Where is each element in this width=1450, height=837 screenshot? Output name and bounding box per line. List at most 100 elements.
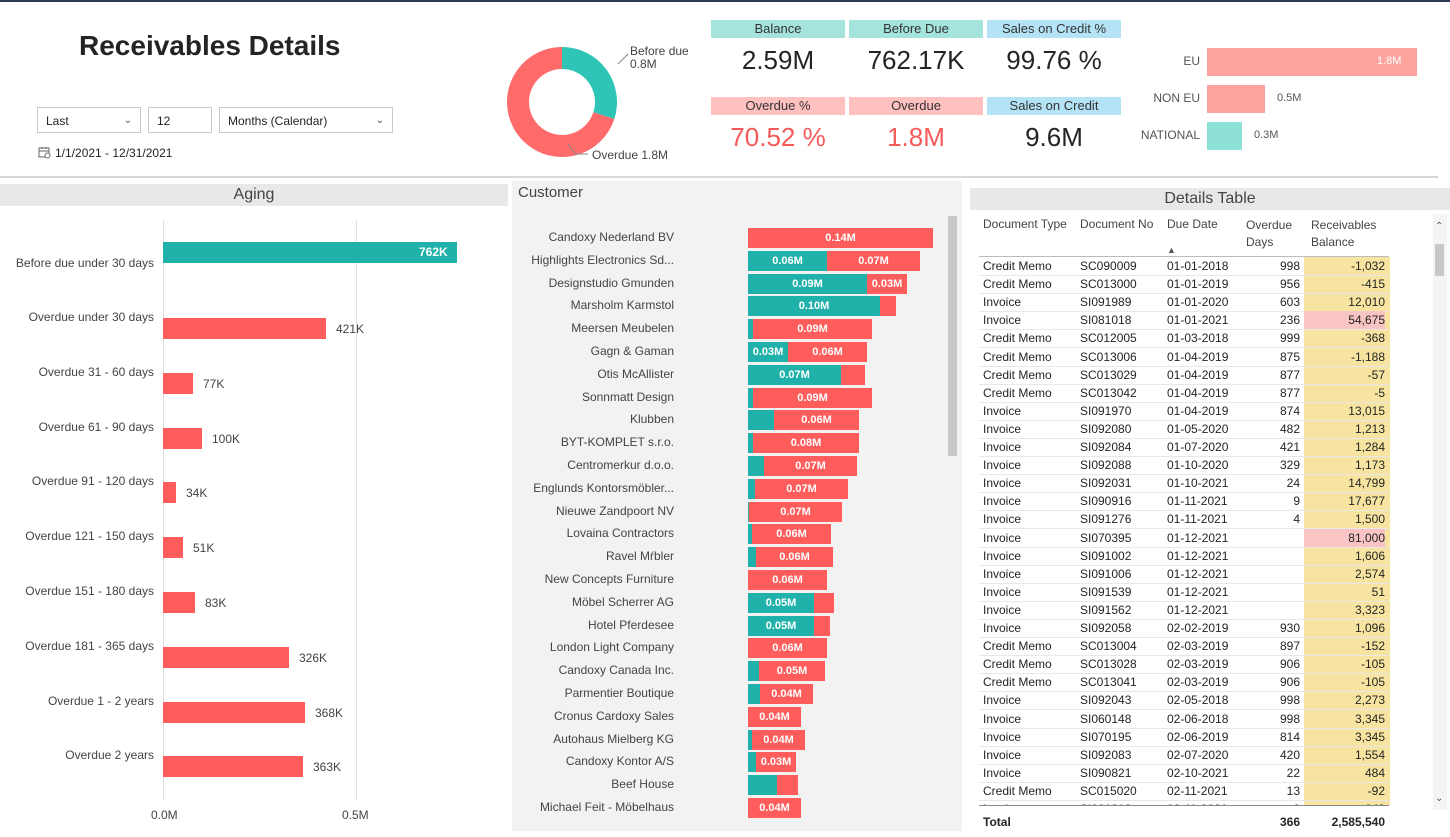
col-header-balance[interactable]: Receivables Balance: [1311, 217, 1376, 251]
customer-before-due-bar[interactable]: [748, 478, 755, 499]
customer-overdue-bar[interactable]: 0.06M: [748, 570, 827, 590]
customer-before-due-bar[interactable]: 0.05M: [748, 592, 814, 613]
customer-overdue-bar[interactable]: [814, 615, 830, 636]
table-row[interactable]: Invoice SI092083 02-07-2020 420 1,554: [979, 746, 1389, 765]
customer-overdue-bar[interactable]: [814, 592, 834, 613]
customer-overdue-bar[interactable]: 0.09M: [753, 387, 872, 408]
customer-overdue-bar[interactable]: 0.04M: [760, 684, 813, 704]
customer-before-due-bar[interactable]: [748, 729, 752, 750]
customer-before-due-bar[interactable]: 0.09M: [748, 273, 867, 294]
table-row[interactable]: Credit Memo SC013000 01-01-2019 956 -415: [979, 275, 1389, 295]
table-row[interactable]: Credit Memo SC015020 02-11-2021 13 -92: [979, 782, 1389, 801]
customer-before-due-bar[interactable]: [748, 547, 756, 568]
table-row[interactable]: Invoice SI092043 02-05-2018 998 2,273: [979, 691, 1389, 711]
customer-overdue-bar[interactable]: 0.09M: [753, 319, 872, 340]
region-bar[interactable]: [1207, 122, 1242, 150]
aging-bar[interactable]: [163, 427, 202, 449]
customer-overdue-bar[interactable]: 0.14M: [748, 228, 933, 248]
table-row[interactable]: Invoice SI081018 01-01-2021 236 54,675: [979, 311, 1389, 331]
customer-before-due-bar[interactable]: [748, 319, 753, 340]
customer-overdue-bar[interactable]: [841, 364, 865, 385]
table-row[interactable]: Credit Memo SC013006 01-04-2019 875 -1,188: [979, 348, 1389, 367]
customer-overdue-bar[interactable]: 0.06M: [752, 524, 831, 545]
customer-overdue-bar[interactable]: 0.06M: [756, 547, 833, 568]
aging-bar[interactable]: [163, 646, 289, 668]
customer-before-due-bar[interactable]: [748, 661, 759, 682]
details-scrollbar-thumb[interactable]: [1435, 244, 1444, 276]
customer-overdue-bar[interactable]: 0.06M: [748, 638, 827, 659]
table-row[interactable]: Invoice SI070395 01-12-2021 81,000: [979, 528, 1389, 548]
customer-before-due-bar[interactable]: [748, 524, 752, 545]
aging-bar[interactable]: [163, 372, 193, 394]
customer-before-due-bar[interactable]: [748, 752, 756, 773]
customer-overdue-bar[interactable]: 0.07M: [764, 456, 857, 476]
col-header-overdue-days[interactable]: Overdue Days: [1246, 217, 1292, 251]
table-row[interactable]: Invoice SI060148 02-06-2018 998 3,345: [979, 710, 1389, 729]
aging-bar[interactable]: [163, 537, 183, 559]
table-row[interactable]: Credit Memo SC013028 02-03-2019 906 -105: [979, 655, 1389, 675]
customer-before-due-bar[interactable]: [748, 456, 764, 476]
customer-overdue-bar[interactable]: 0.05M: [759, 661, 825, 682]
customer-overdue-bar[interactable]: 0.07M: [749, 501, 842, 522]
customer-overdue-bar[interactable]: 0.04M: [752, 729, 805, 750]
scroll-up-icon[interactable]: ⌃: [1435, 221, 1444, 232]
col-header-due-date[interactable]: Due Date: [1167, 217, 1218, 231]
period-unit-dropdown[interactable]: Months (Calendar) ⌄: [219, 107, 393, 133]
table-row[interactable]: Invoice SI091539 01-12-2021 51: [979, 583, 1389, 602]
region-bar[interactable]: [1207, 85, 1265, 113]
table-row[interactable]: Credit Memo SC013041 02-03-2019 906 -105: [979, 673, 1389, 693]
customer-overdue-bar[interactable]: [777, 775, 798, 796]
customer-before-due-bar[interactable]: [748, 684, 760, 704]
details-scrollbar-track[interactable]: [1433, 214, 1447, 810]
aging-bar[interactable]: [163, 756, 303, 778]
customer-overdue-bar[interactable]: 0.07M: [755, 478, 848, 499]
customer-overdue-bar[interactable]: 0.06M: [788, 342, 867, 362]
customer-before-due-bar[interactable]: [748, 433, 753, 454]
region-bar[interactable]: [1207, 48, 1417, 76]
customer-before-due-bar[interactable]: 0.05M: [748, 615, 814, 636]
customer-overdue-bar[interactable]: 0.03M: [756, 752, 796, 773]
customer-before-due-bar[interactable]: 0.06M: [748, 250, 827, 271]
table-row[interactable]: Invoice SI092058 02-02-2019 930 1,096: [979, 619, 1389, 638]
customer-overdue-bar[interactable]: 0.07M: [827, 250, 920, 271]
customer-before-due-bar[interactable]: 0.03M: [748, 342, 788, 362]
col-header-doc-type[interactable]: Document Type: [983, 217, 1067, 231]
table-row[interactable]: Credit Memo SC013004 02-03-2019 897 -152: [979, 637, 1389, 657]
period-count-input[interactable]: 12: [148, 107, 212, 133]
table-row[interactable]: Invoice SI091970 01-04-2019 874 13,015: [979, 402, 1389, 421]
customer-scrollbar[interactable]: [948, 216, 957, 456]
aging-bar[interactable]: [163, 318, 326, 339]
customer-before-due-bar[interactable]: 0.10M: [748, 296, 880, 317]
table-row[interactable]: Invoice SI091318 02-11-2021 3 842: [979, 800, 1389, 805]
table-row[interactable]: Invoice SI090821 02-10-2021 22 484: [979, 764, 1389, 783]
table-row[interactable]: Invoice SI092088 01-10-2020 329 1,173: [979, 456, 1389, 476]
table-row[interactable]: Invoice SI092080 01-05-2020 482 1,213: [979, 420, 1389, 439]
table-row[interactable]: Invoice SI091276 01-11-2021 4 1,500: [979, 510, 1389, 530]
table-row[interactable]: Invoice SI090916 01-11-2021 9 17,677: [979, 492, 1389, 512]
aging-bar[interactable]: [163, 482, 176, 504]
table-row[interactable]: Invoice SI091002 01-12-2021 1,606: [979, 547, 1389, 566]
customer-before-due-bar[interactable]: [748, 387, 753, 408]
customer-before-due-bar[interactable]: [748, 501, 749, 522]
table-row[interactable]: Credit Memo SC090009 01-01-2018 998 -1,032: [979, 257, 1389, 276]
customer-overdue-bar[interactable]: 0.04M: [748, 798, 801, 818]
customer-overdue-bar[interactable]: 0.08M: [753, 433, 859, 454]
customer-before-due-bar[interactable]: [748, 410, 774, 431]
aging-bar[interactable]: [163, 592, 195, 613]
customer-overdue-bar[interactable]: 0.03M: [867, 273, 907, 294]
table-row[interactable]: Invoice SI070195 02-06-2019 814 3,345: [979, 728, 1389, 747]
table-row[interactable]: Credit Memo SC012005 01-03-2018 999 -368: [979, 329, 1389, 349]
col-header-doc-no[interactable]: Document No: [1080, 217, 1154, 231]
table-row[interactable]: Invoice SI092031 01-10-2021 24 14,799: [979, 474, 1389, 494]
table-row[interactable]: Invoice SI092084 01-07-2020 421 1,284: [979, 438, 1389, 457]
aging-bar[interactable]: [163, 242, 457, 263]
table-row[interactable]: Credit Memo SC013029 01-04-2019 877 -57: [979, 366, 1389, 385]
period-type-dropdown[interactable]: Last ⌄: [37, 107, 141, 133]
table-row[interactable]: Invoice SI091989 01-01-2020 603 12,010: [979, 293, 1389, 313]
table-row[interactable]: Credit Memo SC013042 01-04-2019 877 -5: [979, 384, 1389, 403]
customer-overdue-bar[interactable]: 0.04M: [748, 706, 801, 727]
customer-before-due-bar[interactable]: [748, 775, 777, 796]
table-row[interactable]: Invoice SI091562 01-12-2021 3,323: [979, 601, 1389, 620]
customer-before-due-bar[interactable]: 0.07M: [748, 364, 841, 385]
customer-overdue-bar[interactable]: [880, 296, 896, 317]
